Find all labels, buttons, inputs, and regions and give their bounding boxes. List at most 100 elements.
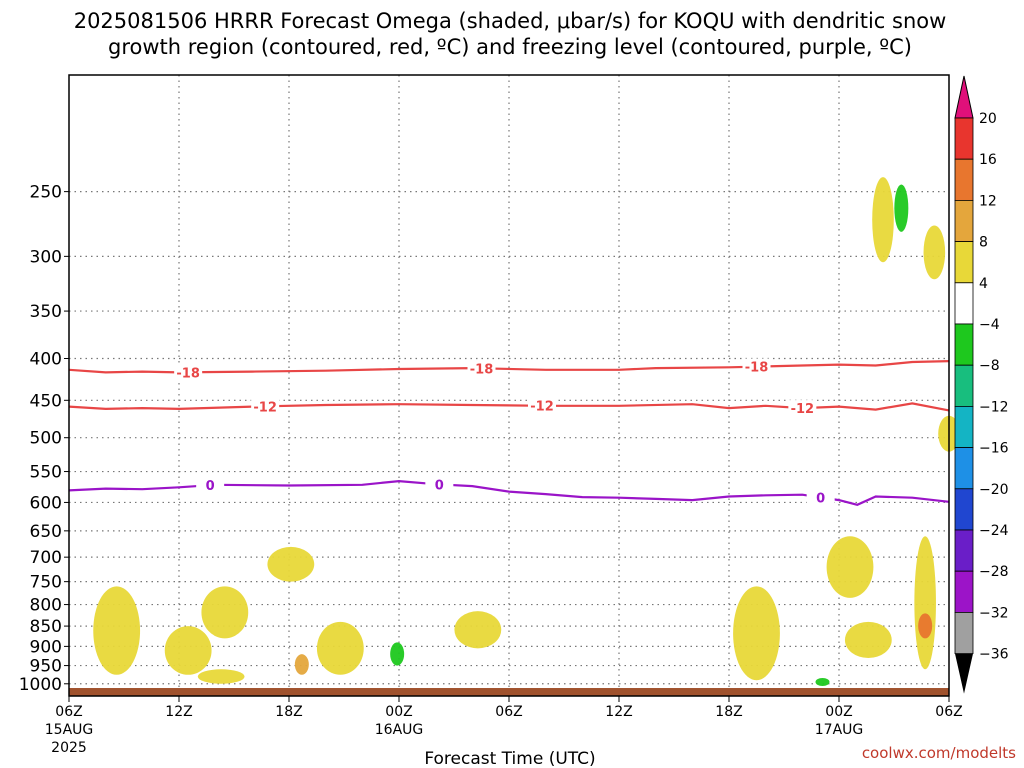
colorbar-label: 8 xyxy=(979,235,988,251)
contour-label: 0 xyxy=(816,491,825,506)
contour-label-bg xyxy=(806,489,835,506)
y-tick-label: 900 xyxy=(30,637,62,657)
colorbar-label: 12 xyxy=(979,193,997,209)
colorbar-bin xyxy=(954,364,974,407)
omega-shading xyxy=(93,177,960,687)
x-tick-label: 12Z xyxy=(165,704,192,720)
terrain-band xyxy=(69,688,949,696)
temperature-contours: -18 -18 -18 -12 -12 -12 0 0 0 xyxy=(68,358,950,506)
contour-label-bg xyxy=(196,477,225,494)
x-tick-label: 06Z xyxy=(935,704,962,720)
colorbar-label: −12 xyxy=(979,399,1009,415)
y-tick-label: 250 xyxy=(30,183,62,203)
y-tick-label: 700 xyxy=(30,548,62,568)
y-tick-label: 300 xyxy=(30,247,62,267)
contour-label-bg xyxy=(174,364,203,381)
x-tick-label: 00Z xyxy=(825,704,852,720)
y-tick-label: 850 xyxy=(30,617,62,637)
contour-label-bg xyxy=(742,358,771,375)
omega-region-4-to-8 xyxy=(733,586,780,681)
contour-label: 0 xyxy=(206,479,215,494)
colorbar-top-arrow xyxy=(954,75,974,119)
colorbar-bottom-arrow xyxy=(955,653,973,694)
omega-region-4-to-8 xyxy=(93,586,141,675)
x-tick-label: 12Z xyxy=(605,704,632,720)
terrain-surface xyxy=(69,688,949,696)
x-date-label: 15AUG xyxy=(45,722,94,738)
contour-label: -12 xyxy=(530,400,554,415)
y-tick-label: 750 xyxy=(30,573,62,593)
y-tick-label: 950 xyxy=(30,657,62,677)
colorbar-label: −24 xyxy=(979,523,1009,539)
y-tick-label: 800 xyxy=(30,596,62,616)
colorbar-label: −4 xyxy=(979,317,1000,333)
y-tick-label: 450 xyxy=(30,391,62,411)
omega-region-4-to-8 xyxy=(316,621,364,675)
x-tick-label: 06Z xyxy=(495,704,522,720)
y-tick-label: 400 xyxy=(30,349,62,369)
omega-region-4-to-8 xyxy=(164,626,212,675)
y-tick-label: 350 xyxy=(30,302,62,322)
colorbar-label: −28 xyxy=(979,564,1009,580)
omega-region-4-to-8 xyxy=(872,177,894,263)
colorbar-bin xyxy=(954,323,974,366)
contour-minus-12 xyxy=(68,402,950,412)
colorbar-label: −8 xyxy=(979,358,1000,374)
x-date-label: 2025 xyxy=(51,740,87,756)
omega-region-4-to-8 xyxy=(923,225,946,280)
contour-label: 0 xyxy=(435,478,444,493)
contour-label-bg xyxy=(425,476,454,493)
x-tick-label: 06Z xyxy=(55,704,82,720)
colorbar-label: −32 xyxy=(979,605,1009,621)
colorbar-bin xyxy=(954,488,974,531)
y-tick-label: 600 xyxy=(30,493,62,513)
omega-region-4-to-8 xyxy=(454,611,502,649)
omega-colorbar: 20 16 12 8 4 −4 −8 −12 −16 −20 −24 −28 −32 −36 xyxy=(954,75,1009,694)
time-axis-labels: 06Z 15AUG 2025 12Z 18Z 00Z 16AUG 06Z 12Z 18Z 00Z 17… xyxy=(45,704,963,756)
colorbar-bin xyxy=(954,612,974,655)
colorbar-bin xyxy=(954,199,974,242)
x-axis-title: Forecast Time (UTC) xyxy=(424,749,595,768)
y-tick-label: 500 xyxy=(30,429,62,449)
colorbar-bin xyxy=(954,158,974,201)
chart-title-line-2: growth region (contoured, red, ºC) and f… xyxy=(108,35,912,59)
colorbar-label: −20 xyxy=(979,482,1009,498)
omega-region--8-to--4 xyxy=(815,678,830,687)
grid-lines xyxy=(64,75,950,702)
colorbar-label: 20 xyxy=(979,111,997,127)
colorbar-bin xyxy=(954,282,974,325)
contour-label-bg xyxy=(251,398,280,415)
colorbar-bin xyxy=(954,117,974,160)
colorbar-label: −16 xyxy=(979,441,1009,457)
contour-label: -12 xyxy=(253,400,277,415)
omega-region-4-to-8 xyxy=(844,621,892,659)
omega-region-4-to-8 xyxy=(914,536,936,670)
y-tick-label: 550 xyxy=(30,463,62,483)
contour-label: -18 xyxy=(176,366,200,381)
omega-region--8-to--4 xyxy=(894,184,909,232)
colorbar-label: 16 xyxy=(979,152,997,168)
contour-label: -12 xyxy=(791,402,815,417)
omega-region-4-to-8 xyxy=(201,586,249,639)
omega-region-4-to-8 xyxy=(267,546,315,582)
credit-link[interactable]: coolwx.com/modelts xyxy=(862,744,1016,762)
omega-region-4-to-8 xyxy=(826,536,874,598)
plot-frame xyxy=(68,74,950,697)
chart-title-line-1: 2025081506 HRRR Forecast Omega (shaded, … xyxy=(74,9,947,33)
y-tick-label: 1000 xyxy=(19,675,62,695)
omega-region-8-to-12 xyxy=(294,654,309,675)
x-tick-label: 18Z xyxy=(275,704,302,720)
contour-minus-18 xyxy=(68,360,950,374)
x-date-label: 16AUG xyxy=(375,722,424,738)
omega-region--8-to--4 xyxy=(390,642,405,666)
x-tick-label: 18Z xyxy=(715,704,742,720)
pressure-axis-labels: 2503003504004505005506006507007508008509… xyxy=(19,183,62,695)
omega-region-4-to-8 xyxy=(197,669,245,684)
x-date-label: 17AUG xyxy=(815,722,864,738)
contour-label: -18 xyxy=(470,362,494,377)
colorbar-label: −36 xyxy=(979,647,1009,663)
contour-label-bg xyxy=(528,397,556,414)
y-tick-label: 650 xyxy=(30,522,62,542)
colorbar-bin xyxy=(954,447,974,490)
